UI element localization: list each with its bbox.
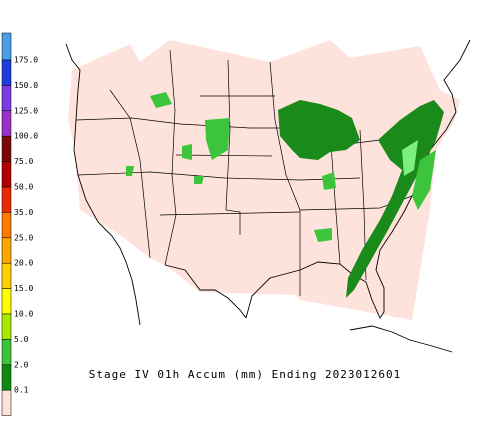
legend-label: 0.1 — [14, 386, 29, 395]
coastline — [65, 39, 471, 353]
legend-label: 50.0 — [14, 183, 33, 192]
legend-swatch — [1, 110, 12, 137]
legend-label: 175.0 — [14, 56, 38, 65]
legend-swatch — [1, 186, 12, 213]
legend-label: 35.0 — [14, 208, 33, 217]
legend-swatch — [1, 135, 12, 162]
legend-swatch — [1, 313, 12, 340]
legend-label: 100.0 — [14, 132, 38, 141]
precip-areas — [126, 92, 444, 298]
legend-swatch — [1, 389, 12, 416]
legend-label: 125.0 — [14, 106, 38, 115]
legend-swatch — [1, 364, 12, 391]
legend-swatch — [1, 59, 12, 86]
legend-swatch — [1, 288, 12, 315]
legend-label: 150.0 — [14, 81, 38, 90]
legend-label: 15.0 — [14, 284, 33, 293]
color-legend: 175.0 150.0 125.0 100.0 75.0 50.0 35.0 25.0 20.0… — [1, 32, 38, 416]
legend-swatch — [1, 85, 12, 112]
legend-swatch — [1, 339, 12, 366]
legend-swatch — [1, 237, 12, 264]
legend-label: 20.0 — [14, 259, 33, 268]
legend-swatch — [1, 262, 12, 289]
legend-swatch — [1, 212, 12, 239]
legend-label: 10.0 — [14, 310, 33, 319]
map-title: Stage IV 01h Accum (mm) Ending 202301260… — [89, 368, 402, 381]
legend-label: 5.0 — [14, 335, 29, 344]
legend-label: 2.0 — [14, 360, 29, 369]
legend-label: 75.0 — [14, 157, 33, 166]
legend-swatch — [1, 161, 12, 188]
legend-swatch — [1, 32, 12, 61]
legend-label: 25.0 — [14, 233, 33, 242]
